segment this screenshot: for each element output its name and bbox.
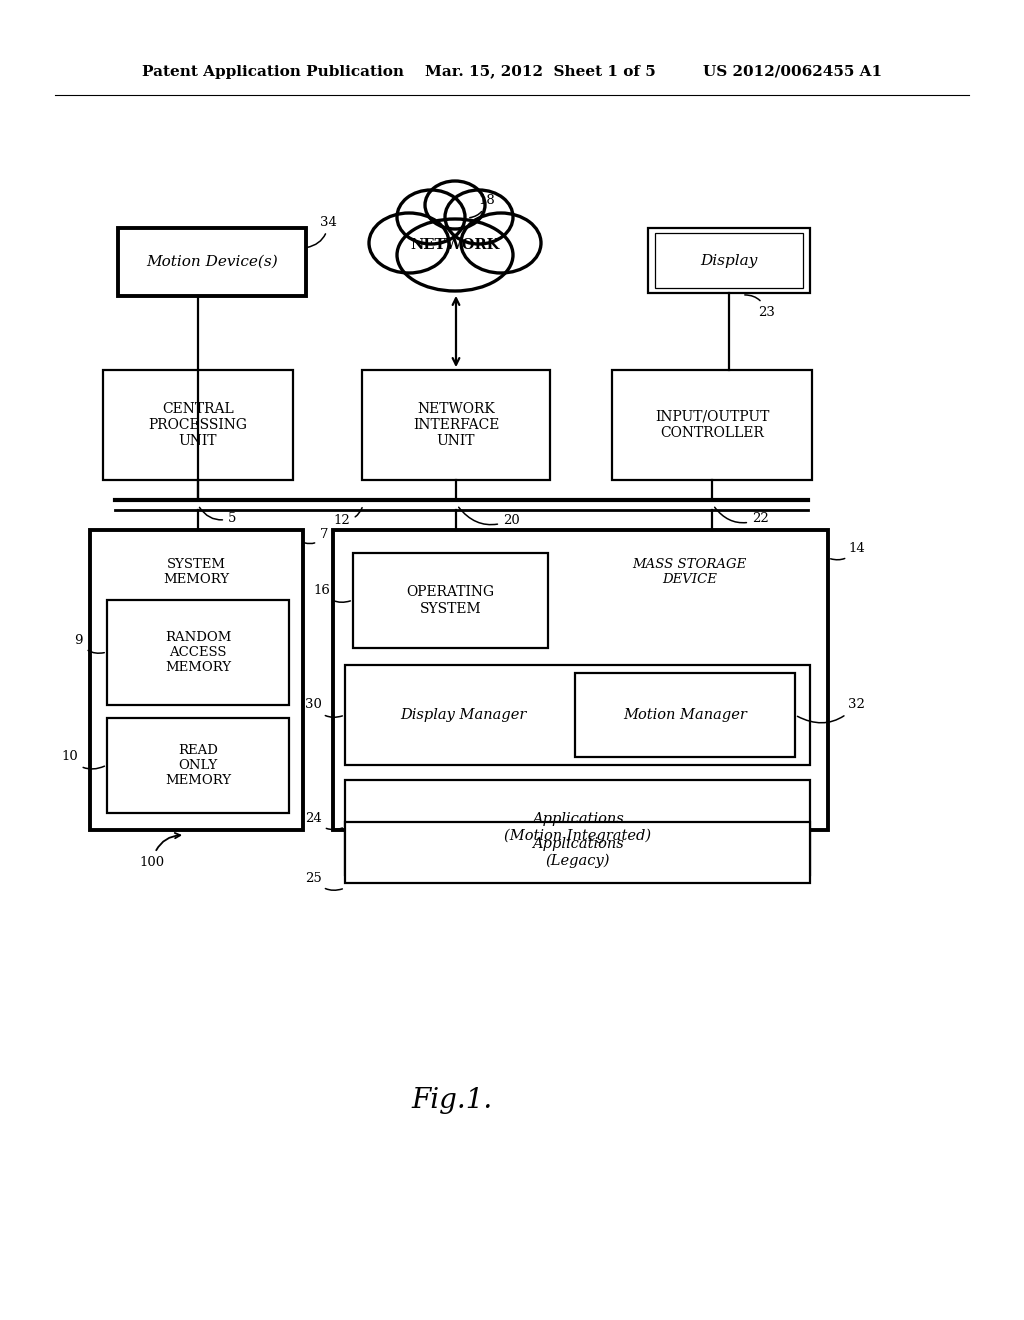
- Bar: [655, 234, 803, 288]
- Text: Display: Display: [700, 253, 758, 268]
- Text: Motion Device(s): Motion Device(s): [146, 255, 278, 269]
- Text: 22: 22: [715, 507, 769, 525]
- Bar: [345, 780, 810, 875]
- Bar: [106, 718, 289, 813]
- Text: Fig.1.: Fig.1.: [412, 1086, 493, 1114]
- Text: 9: 9: [75, 634, 104, 653]
- Text: Display Manager: Display Manager: [399, 708, 526, 722]
- Text: 20: 20: [459, 507, 520, 527]
- Text: Motion Manager: Motion Manager: [623, 708, 746, 722]
- Ellipse shape: [445, 190, 513, 244]
- Ellipse shape: [461, 213, 541, 273]
- Text: Applications
(Motion Integrated): Applications (Motion Integrated): [504, 812, 651, 843]
- Text: 12: 12: [333, 508, 362, 527]
- Text: INPUT/OUTPUT
CONTROLLER: INPUT/OUTPUT CONTROLLER: [654, 411, 769, 440]
- Bar: [90, 531, 303, 830]
- Bar: [345, 822, 810, 883]
- Bar: [612, 370, 812, 480]
- Text: 100: 100: [139, 833, 180, 869]
- Bar: [362, 370, 550, 480]
- Text: SYSTEM
MEMORY: SYSTEM MEMORY: [164, 558, 229, 586]
- Ellipse shape: [425, 181, 485, 228]
- Text: 10: 10: [61, 751, 104, 770]
- Text: 23: 23: [744, 294, 775, 318]
- Text: 14: 14: [830, 541, 864, 560]
- Text: MASS STORAGE
DEVICE: MASS STORAGE DEVICE: [632, 558, 746, 586]
- Text: 16: 16: [313, 583, 350, 602]
- Text: OPERATING
SYSTEM: OPERATING SYSTEM: [407, 585, 495, 615]
- Text: 5: 5: [200, 507, 237, 524]
- Text: 30: 30: [305, 698, 342, 717]
- Ellipse shape: [397, 219, 513, 290]
- Text: Applications
(Legacy): Applications (Legacy): [531, 837, 624, 867]
- Ellipse shape: [397, 190, 465, 244]
- Text: NETWORK
INTERFACE
UNIT: NETWORK INTERFACE UNIT: [413, 401, 499, 449]
- Ellipse shape: [369, 213, 449, 273]
- Text: Patent Application Publication    Mar. 15, 2012  Sheet 1 of 5         US 2012/00: Patent Application Publication Mar. 15, …: [142, 65, 882, 79]
- Text: 7: 7: [304, 528, 329, 544]
- Text: 18: 18: [470, 194, 495, 218]
- Bar: [648, 228, 810, 293]
- Text: READ
ONLY
MEMORY: READ ONLY MEMORY: [165, 744, 231, 787]
- Text: 34: 34: [307, 215, 337, 248]
- Bar: [353, 553, 548, 648]
- Bar: [575, 673, 795, 756]
- Bar: [118, 228, 306, 296]
- Bar: [106, 601, 289, 705]
- Bar: [345, 665, 810, 766]
- Text: RANDOM
ACCESS
MEMORY: RANDOM ACCESS MEMORY: [165, 631, 231, 675]
- Bar: [333, 531, 828, 830]
- Text: 32: 32: [798, 698, 865, 723]
- Bar: [103, 370, 293, 480]
- Text: CENTRAL
PROCESSING
UNIT: CENTRAL PROCESSING UNIT: [148, 401, 248, 449]
- Text: NETWORK: NETWORK: [411, 238, 500, 252]
- Text: 24: 24: [305, 812, 342, 829]
- Text: 25: 25: [305, 871, 342, 890]
